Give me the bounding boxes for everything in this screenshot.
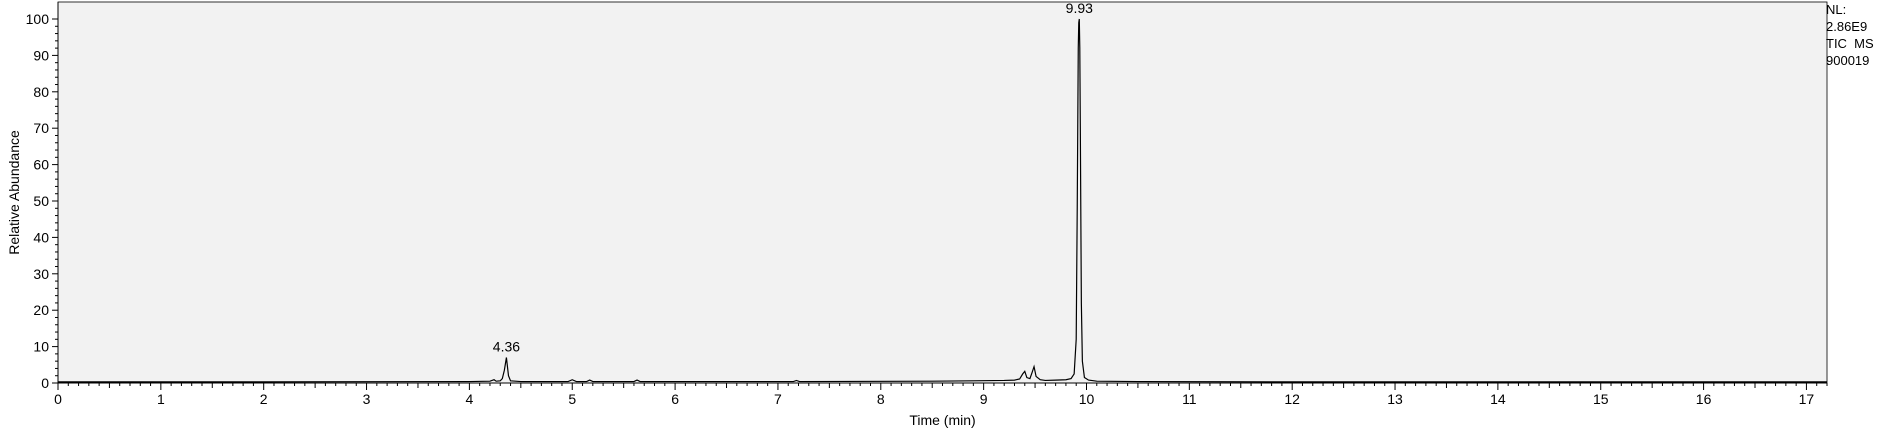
peak-label: 9.93 [1066, 0, 1093, 16]
x-tick-label: 11 [1182, 391, 1197, 407]
y-tick-label: 20 [33, 302, 49, 318]
nl-value: 2.86E9 [1826, 19, 1868, 34]
x-axis-title: Time (min) [909, 412, 975, 428]
x-tick-label: 9 [980, 391, 988, 407]
x-tick-label: 0 [54, 391, 62, 407]
y-axis-title: Relative Abundance [6, 130, 22, 255]
y-tick-label: 60 [33, 157, 49, 173]
peak-label: 4.36 [493, 339, 520, 355]
x-axis-ticks: 0 1 2 3 4 5 6 7 8 9 10 11 12 13 14 15 16 17 [54, 383, 1828, 407]
x-tick-label: 7 [774, 391, 782, 407]
y-tick-label: 100 [26, 11, 50, 27]
peak-labels: 4.36 9.93 [493, 0, 1093, 355]
plot-area [57, 1, 1828, 384]
x-tick-label: 3 [363, 391, 371, 407]
y-axis-ticks: 0 10 20 30 40 50 60 70 80 90 100 [26, 11, 58, 391]
y-tick-label: 80 [33, 84, 49, 100]
x-tick-label: 2 [260, 391, 268, 407]
x-tick-label: 4 [465, 391, 473, 407]
x-tick-label: 17 [1799, 391, 1815, 407]
x-tick-label: 5 [568, 391, 576, 407]
y-tick-label: 50 [33, 193, 49, 209]
x-tick-label: 6 [671, 391, 679, 407]
y-tick-label: 0 [41, 375, 49, 391]
x-tick-label: 16 [1696, 391, 1712, 407]
file-name: 900019 [1826, 53, 1870, 68]
y-tick-label: 70 [33, 120, 49, 136]
x-tick-label: 12 [1284, 391, 1300, 407]
nl-label: NL: [1826, 2, 1847, 17]
x-tick-label: 14 [1490, 391, 1506, 407]
x-tick-label: 13 [1387, 391, 1403, 407]
scan-filter: TIC MS [1826, 36, 1874, 51]
normalization-info: NL: 2.86E9 TIC MS 900019 [1826, 1, 1874, 69]
x-tick-label: 1 [157, 391, 165, 407]
y-tick-label: 30 [33, 266, 49, 282]
x-tick-label: 10 [1079, 391, 1095, 407]
y-tick-label: 10 [33, 339, 49, 355]
tic-trace-line [58, 18, 1827, 383]
x-tick-label: 15 [1593, 391, 1609, 407]
y-tick-label: 90 [33, 47, 49, 63]
y-tick-label: 40 [33, 229, 49, 245]
x-tick-label: 8 [877, 391, 885, 407]
